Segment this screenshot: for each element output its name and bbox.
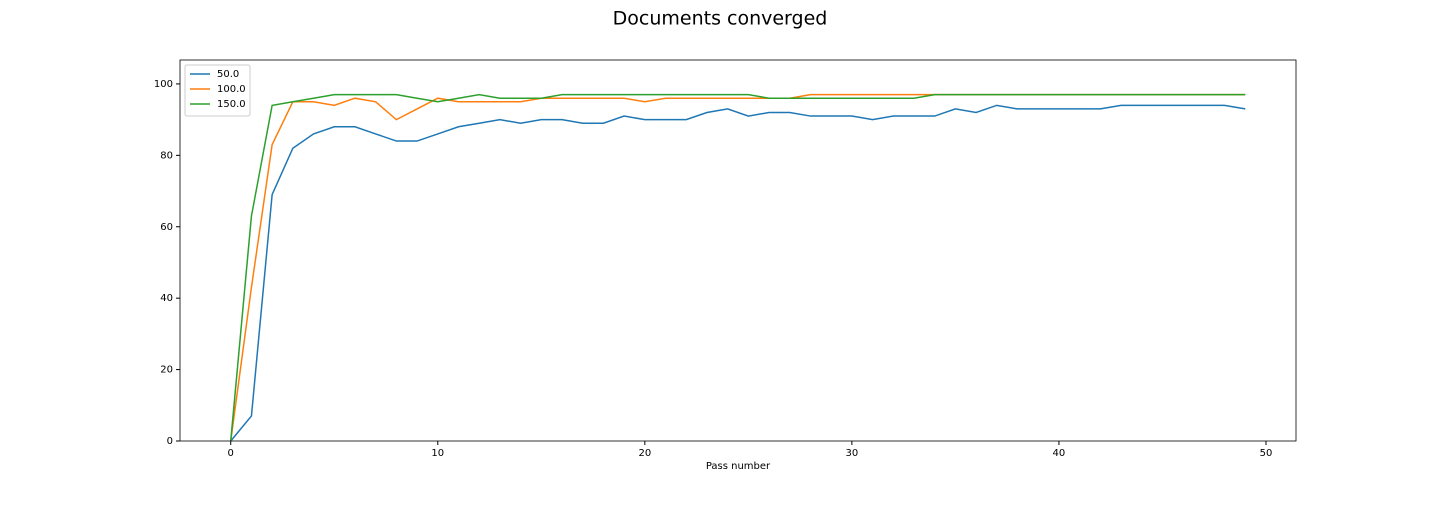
y-tick-label: 60 bbox=[160, 222, 173, 233]
chart-title: Documents converged bbox=[613, 8, 828, 30]
y-tick-label: 0 bbox=[167, 436, 173, 447]
y-tick-label: 20 bbox=[160, 365, 173, 376]
x-tick-label: 30 bbox=[846, 448, 859, 459]
legend-label: 150.0 bbox=[217, 99, 246, 110]
x-axis-label: Pass number bbox=[706, 461, 771, 472]
x-tick-label: 20 bbox=[638, 448, 651, 459]
line bbox=[229, 93, 1246, 442]
y-tick-label: 100 bbox=[154, 79, 173, 90]
legend-label: 50.0 bbox=[217, 69, 239, 80]
line bbox=[230, 104, 1246, 442]
x-tick-label: 0 bbox=[228, 448, 234, 459]
x-tick-label: 10 bbox=[431, 448, 444, 459]
y-tick-label: 40 bbox=[160, 293, 173, 304]
x-tick-label: 50 bbox=[1260, 448, 1273, 459]
line bbox=[229, 93, 1246, 442]
plot-frame bbox=[179, 59, 1297, 442]
legend-label: 100.0 bbox=[217, 84, 246, 95]
y-tick-label: 80 bbox=[160, 150, 173, 161]
x-tick-label: 40 bbox=[1053, 448, 1066, 459]
